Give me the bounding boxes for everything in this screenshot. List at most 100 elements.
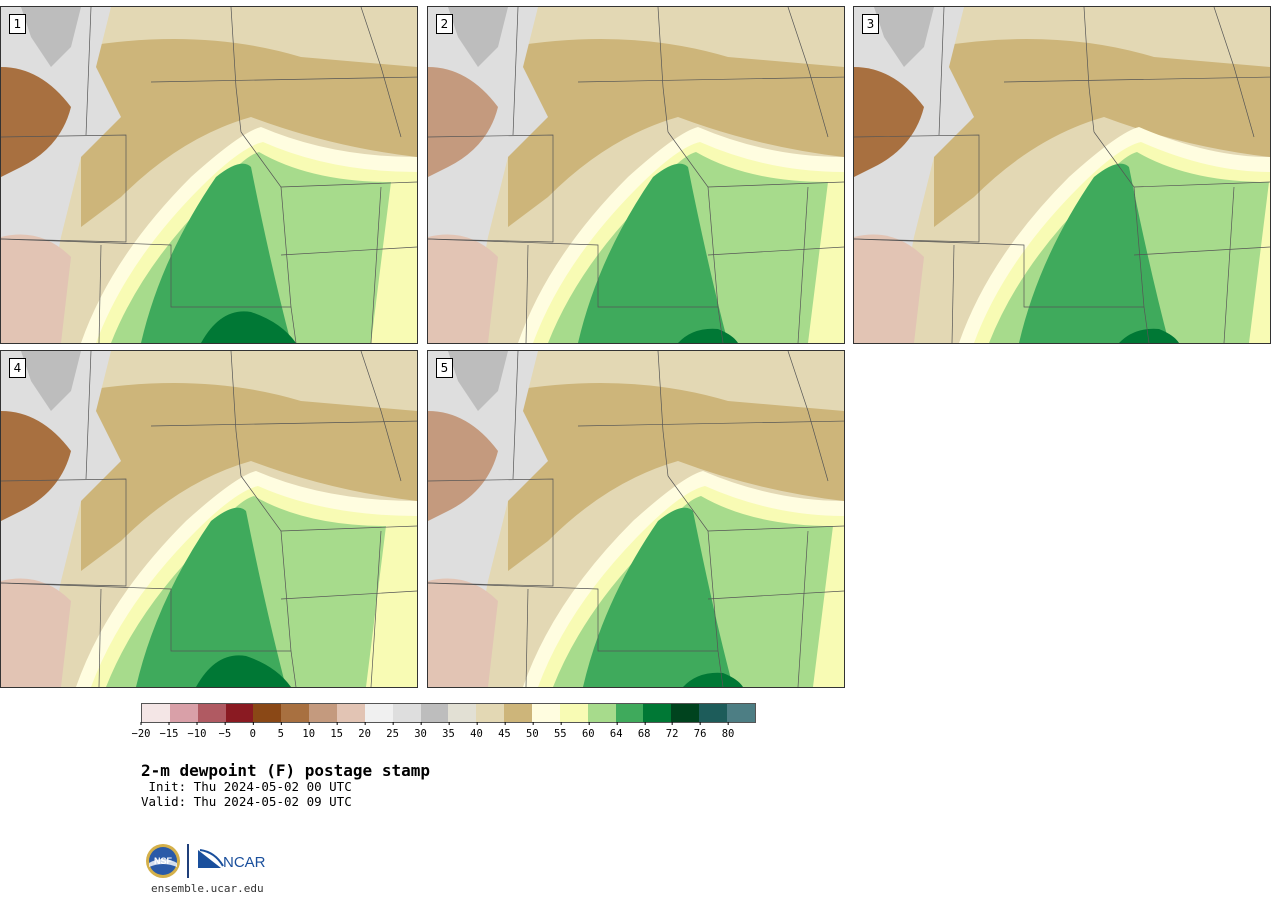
- panel-number: 3: [862, 14, 879, 34]
- green-dewpoint-zone: [1019, 163, 1169, 343]
- dark-green-dewpoint-zone: [683, 672, 743, 687]
- green-dewpoint-zone: [578, 163, 728, 343]
- colorbar-swatch: [699, 704, 728, 722]
- state-boundary: [707, 590, 844, 600]
- colorbar-tick-label: 50: [526, 722, 539, 740]
- colorbar-tick-label: 64: [610, 722, 623, 740]
- colorbar-swatch: [197, 704, 226, 722]
- state-boundary: [1083, 7, 1095, 133]
- colorbar-tick-label: 40: [470, 722, 483, 740]
- nsf-logo: NSF: [146, 844, 180, 878]
- colorbar-tick-label: 76: [694, 722, 706, 740]
- state-boundary: [360, 351, 402, 482]
- colorbar-swatch: [448, 704, 477, 722]
- panel-number: 1: [9, 14, 26, 34]
- panel-number: 5: [436, 358, 453, 378]
- green-dewpoint-zone: [136, 507, 286, 687]
- colorbar-tick-label: −15: [159, 722, 178, 740]
- state-boundary: [951, 244, 955, 343]
- state-boundary: [797, 186, 809, 343]
- brown-dewpoint-zone: [428, 67, 498, 177]
- colorbar-tick-label: 45: [498, 722, 511, 740]
- colorbar-tick-label: 15: [330, 722, 343, 740]
- dark-green-dewpoint-zone: [201, 311, 296, 343]
- colorbar-tick-label: 30: [414, 722, 427, 740]
- colorbar-tick-label: −20: [132, 722, 150, 740]
- dark-green-dewpoint-zone: [1119, 328, 1179, 343]
- green-dewpoint-zone: [141, 163, 291, 343]
- map-panel-5: 5: [427, 350, 845, 688]
- colorbar-swatch: [587, 704, 616, 722]
- state-boundary: [707, 181, 844, 188]
- state-boundary: [854, 238, 1144, 308]
- state-boundary: [280, 181, 417, 188]
- state-boundary: [1, 582, 291, 652]
- dewpoint-map: [428, 7, 844, 343]
- dewpoint-map: [1, 7, 417, 343]
- state-boundary: [98, 588, 102, 687]
- state-boundary: [98, 244, 102, 343]
- map-panel-1: 1: [0, 6, 418, 344]
- svg-text:NSF: NSF: [154, 856, 173, 866]
- tan-dewpoint-zone: [81, 39, 417, 227]
- brown-dewpoint-zone: [854, 67, 924, 177]
- state-boundary: [280, 590, 417, 600]
- tan-dewpoint-zone: [81, 383, 417, 571]
- state-boundary: [577, 76, 844, 83]
- state-boundary: [854, 134, 980, 243]
- colorbar-tick-label: 68: [638, 722, 651, 740]
- state-boundary: [280, 525, 417, 532]
- colorbar: [141, 703, 756, 723]
- brown-dewpoint-zone: [428, 234, 498, 343]
- state-boundary: [1133, 181, 1270, 188]
- green-dewpoint-zone: [583, 507, 733, 687]
- colorbar-swatch: [364, 704, 393, 722]
- gray-dewpoint-zone: [874, 7, 934, 67]
- figure-title: 2-m dewpoint (F) postage stamp: [141, 761, 430, 780]
- brown-dewpoint-zone: [1, 67, 71, 177]
- dark-green-dewpoint-zone: [678, 328, 738, 343]
- colorbar-swatch: [671, 704, 700, 722]
- colorbar-swatch: [253, 704, 282, 722]
- colorbar-tick-label: 72: [666, 722, 678, 740]
- state-boundary: [1003, 76, 1270, 83]
- state-boundary: [150, 420, 417, 427]
- state-boundary: [1133, 246, 1270, 256]
- colorbar-swatch: [169, 704, 198, 722]
- dewpoint-map: [854, 7, 1270, 343]
- gray-dewpoint-zone: [448, 351, 508, 411]
- state-boundary: [1223, 186, 1235, 343]
- state-boundary: [1, 238, 291, 308]
- colorbar-tick-label: 35: [442, 722, 455, 740]
- state-boundary: [280, 246, 417, 256]
- state-boundary: [85, 351, 92, 480]
- gray-dewpoint-zone: [21, 351, 81, 411]
- state-boundary: [707, 525, 844, 532]
- state-boundary: [360, 7, 402, 138]
- colorbar-swatch: [559, 704, 588, 722]
- tan-dewpoint-zone: [508, 383, 844, 571]
- colorbar-tick-label: 25: [386, 722, 399, 740]
- brown-dewpoint-zone: [1, 411, 71, 521]
- map-panel-3: 3: [853, 6, 1271, 344]
- colorbar-tick-label: 0: [250, 722, 256, 740]
- colorbar-swatch: [420, 704, 449, 722]
- colorbar-swatch: [643, 704, 672, 722]
- state-boundary: [240, 131, 297, 343]
- state-boundary: [428, 582, 718, 652]
- state-boundary: [230, 351, 242, 477]
- colorbar-swatch: [281, 704, 310, 722]
- colorbar-tick-label: 60: [582, 722, 595, 740]
- dewpoint-map: [428, 351, 844, 687]
- state-boundary: [370, 186, 382, 343]
- state-boundary: [1213, 7, 1255, 138]
- map-panel-4: 4: [0, 350, 418, 688]
- panel-number: 4: [9, 358, 26, 378]
- state-boundary: [85, 7, 92, 136]
- website-url: ensemble.ucar.edu: [151, 882, 264, 895]
- state-boundary: [525, 588, 529, 687]
- colorbar-tick-label: 5: [278, 722, 284, 740]
- state-boundary: [150, 76, 417, 83]
- init-time: Init: Thu 2024-05-02 00 UTC: [141, 779, 352, 794]
- state-boundary: [370, 530, 382, 687]
